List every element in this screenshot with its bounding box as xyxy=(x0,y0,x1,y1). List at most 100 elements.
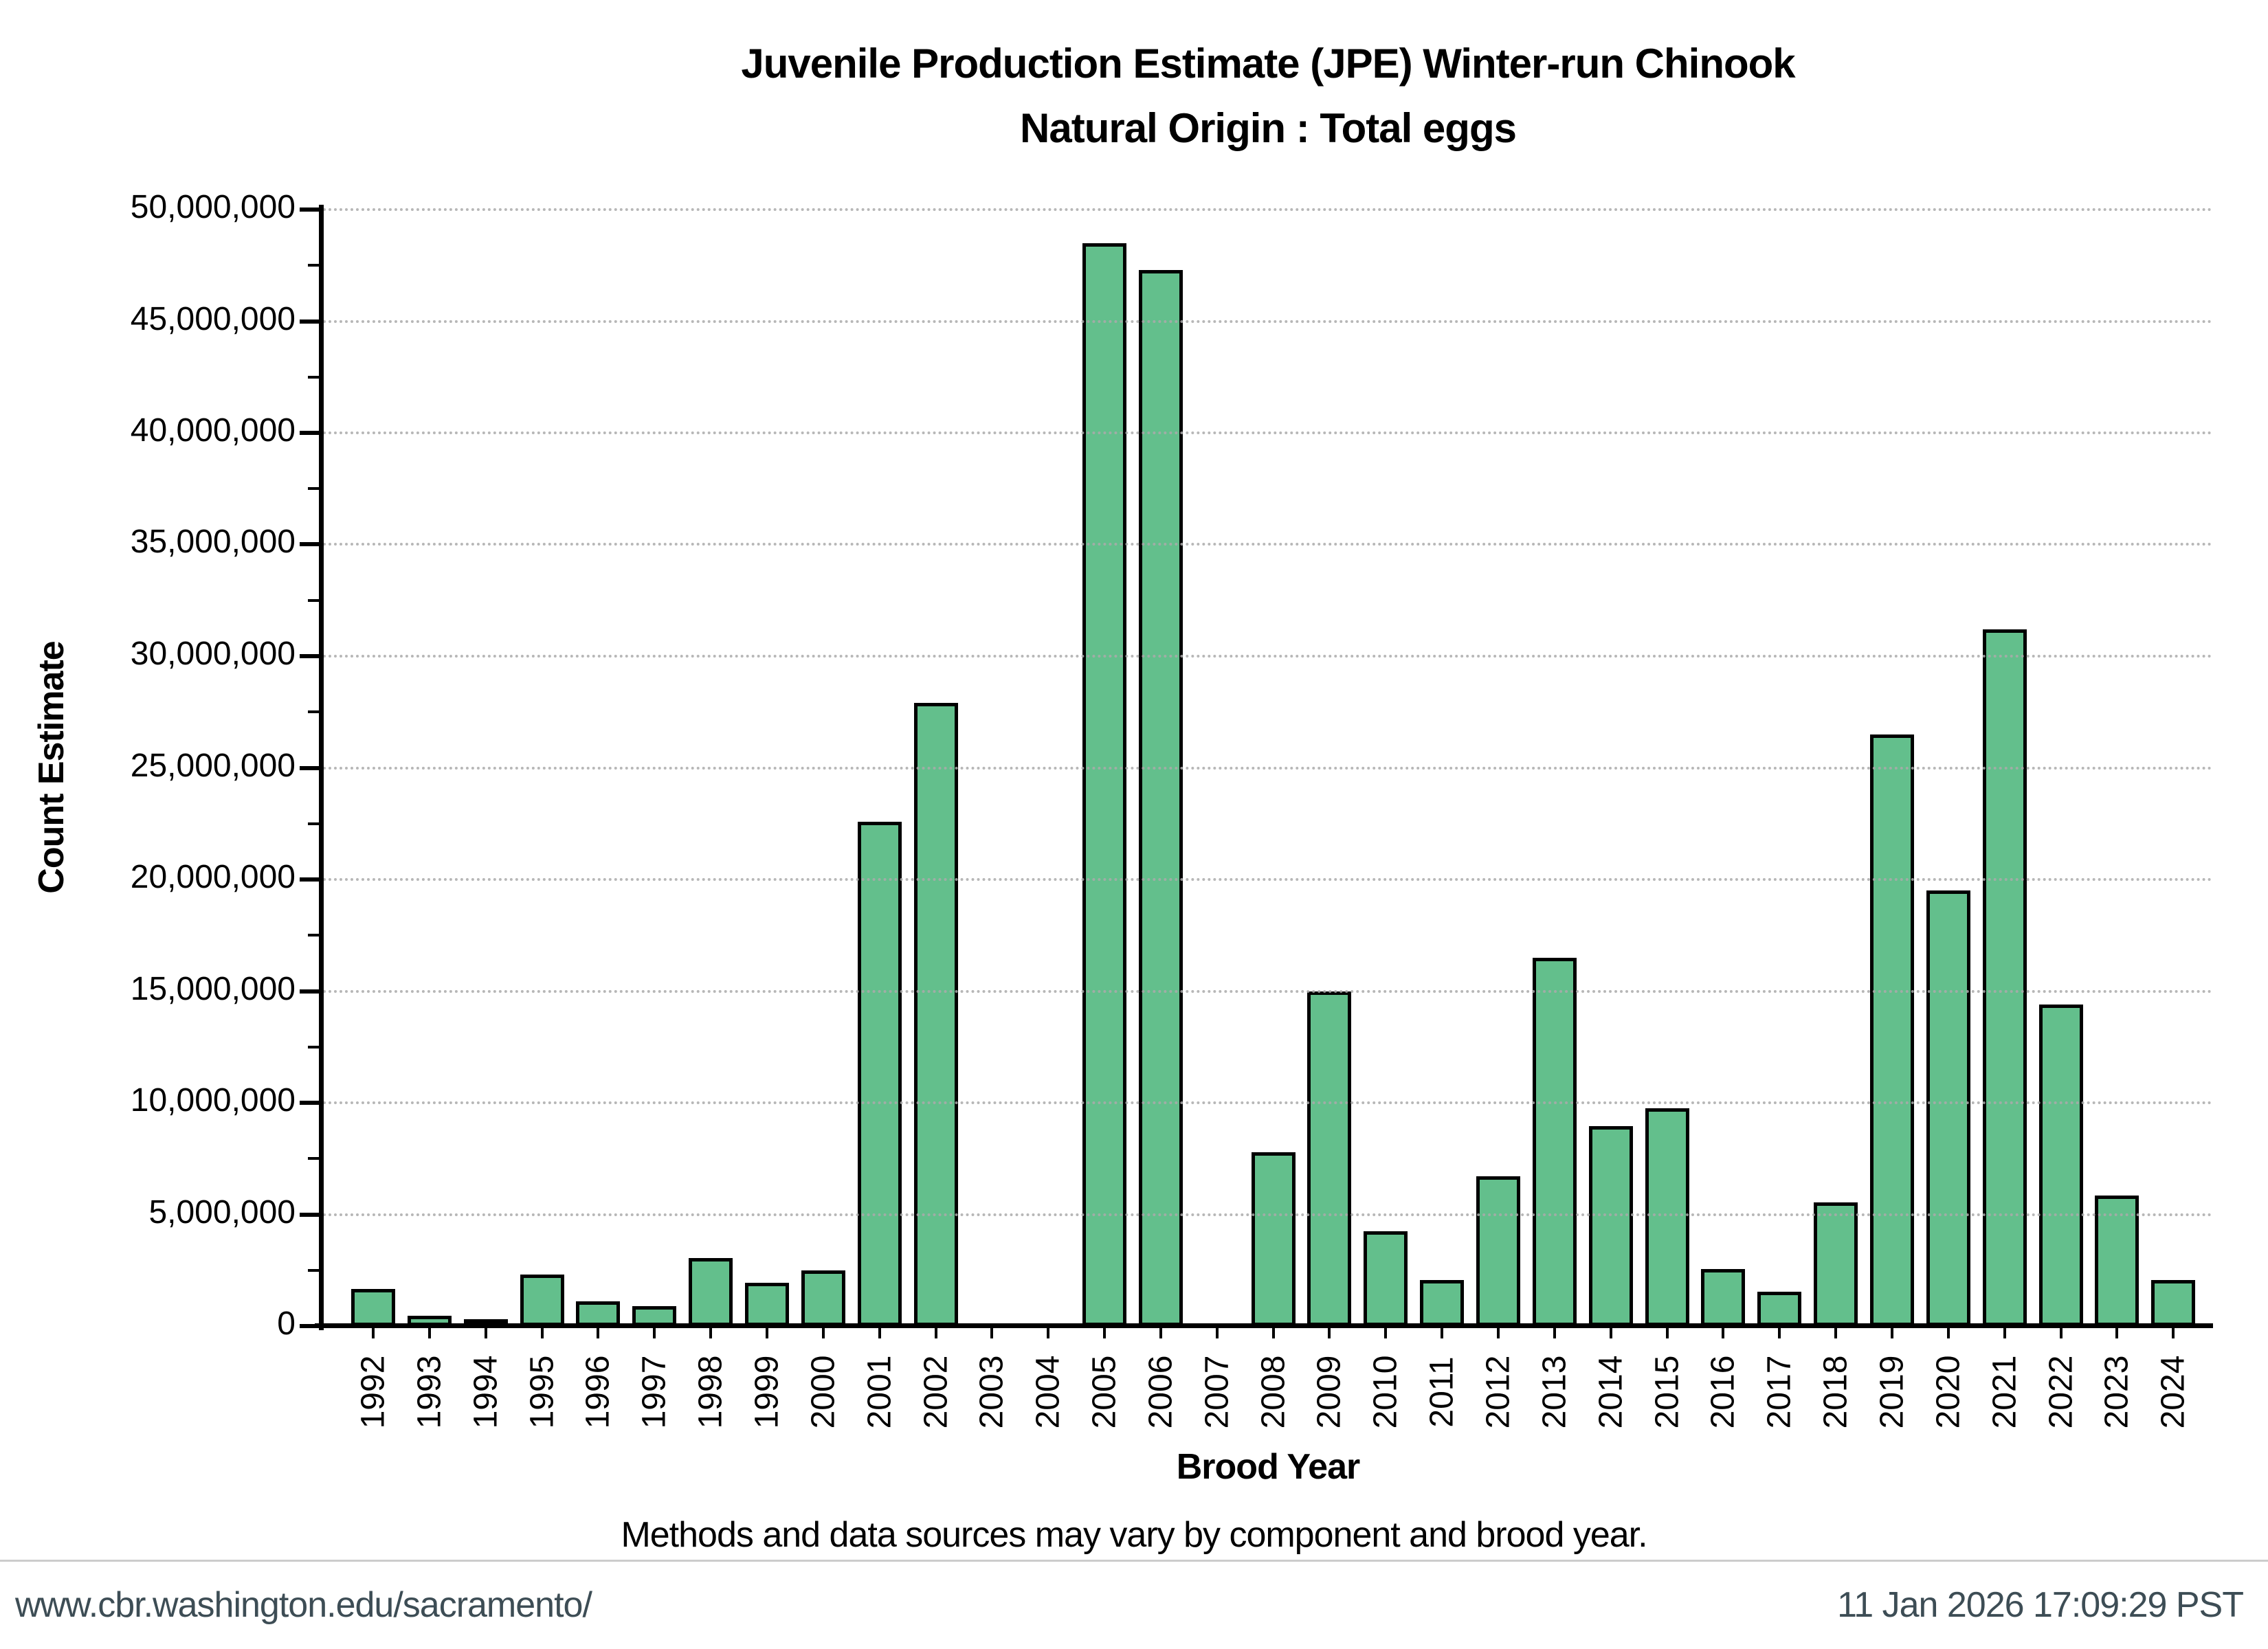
x-tick-2000 xyxy=(822,1328,825,1338)
x-tick-1996 xyxy=(597,1328,599,1338)
y-axis-title: Count Estimate xyxy=(32,641,71,894)
bar-2014 xyxy=(1589,1126,1633,1326)
y-major-tick-20000000 xyxy=(300,877,319,882)
x-tick-1992 xyxy=(372,1328,375,1338)
y-major-tick-35000000 xyxy=(300,542,319,546)
y-major-tick-45000000 xyxy=(300,319,319,324)
y-minor-tick-22500000 xyxy=(308,822,319,825)
x-tick-2014 xyxy=(1610,1328,1612,1338)
y-tick-label-25000000: 25,000,000 xyxy=(130,748,296,784)
x-tick-2018 xyxy=(1834,1328,1837,1338)
bar-2017 xyxy=(1757,1292,1801,1326)
x-tick-label-2013: 2013 xyxy=(1536,1355,1573,1429)
x-tick-label-1998: 1998 xyxy=(692,1355,729,1429)
bar-1992 xyxy=(351,1289,395,1326)
gridline-45000000 xyxy=(323,320,2213,323)
bar-2016 xyxy=(1701,1269,1745,1326)
bar-2012 xyxy=(1476,1176,1520,1326)
bar-2002 xyxy=(914,703,958,1326)
x-tick-2013 xyxy=(1553,1328,1556,1338)
x-tick-1997 xyxy=(653,1328,656,1338)
y-tick-label-40000000: 40,000,000 xyxy=(130,412,296,449)
x-tick-2008 xyxy=(1272,1328,1275,1338)
gridline-35000000 xyxy=(323,543,2213,546)
x-tick-2003 xyxy=(990,1328,993,1338)
x-tick-1999 xyxy=(766,1328,768,1338)
x-tick-label-2004: 2004 xyxy=(1030,1355,1067,1429)
gridline-30000000 xyxy=(323,655,2213,658)
footer-url: www.cbr.washington.edu/sacramento/ xyxy=(15,1585,592,1625)
y-minor-tick-37500000 xyxy=(308,487,319,490)
x-tick-label-2009: 2009 xyxy=(1311,1355,1348,1429)
y-axis-line xyxy=(319,205,324,1330)
x-tick-label-2018: 2018 xyxy=(1817,1355,1854,1429)
y-major-tick-10000000 xyxy=(300,1101,319,1105)
bar-1996 xyxy=(576,1301,620,1326)
y-major-tick-30000000 xyxy=(300,654,319,658)
x-tick-2021 xyxy=(2003,1328,2006,1338)
chart-title-line-1: Juvenile Production Estimate (JPE) Winte… xyxy=(741,41,1795,87)
x-tick-label-2019: 2019 xyxy=(1874,1355,1911,1429)
y-minor-tick-17500000 xyxy=(308,934,319,936)
y-major-tick-40000000 xyxy=(300,431,319,435)
x-tick-2020 xyxy=(1947,1328,1950,1338)
y-tick-label-20000000: 20,000,000 xyxy=(130,859,296,895)
gridline-25000000 xyxy=(323,767,2213,770)
x-tick-label-2010: 2010 xyxy=(1367,1355,1404,1429)
x-tick-1998 xyxy=(709,1328,712,1338)
x-tick-2011 xyxy=(1441,1328,1443,1338)
footer-divider xyxy=(0,1560,2268,1562)
bar-2013 xyxy=(1533,958,1577,1326)
bar-2020 xyxy=(1926,890,1970,1326)
y-tick-label-30000000: 30,000,000 xyxy=(130,636,296,672)
x-axis-title: Brood Year xyxy=(1176,1447,1360,1487)
x-tick-2010 xyxy=(1384,1328,1387,1338)
y-tick-label-0: 0 xyxy=(277,1305,296,1342)
x-tick-label-2002: 2002 xyxy=(918,1355,955,1429)
x-tick-label-2022: 2022 xyxy=(2043,1355,2080,1429)
x-tick-label-2000: 2000 xyxy=(805,1355,842,1429)
x-tick-2017 xyxy=(1778,1328,1781,1338)
gridline-50000000 xyxy=(323,208,2213,211)
y-major-tick-0 xyxy=(300,1324,319,1328)
bar-2010 xyxy=(1364,1231,1408,1326)
x-tick-label-1996: 1996 xyxy=(579,1355,616,1429)
x-tick-2006 xyxy=(1159,1328,1162,1338)
gridline-20000000 xyxy=(323,878,2213,881)
bar-2011 xyxy=(1420,1280,1464,1326)
x-tick-label-1993: 1993 xyxy=(411,1355,448,1429)
bar-2000 xyxy=(801,1270,845,1326)
x-tick-2024 xyxy=(2172,1328,2175,1338)
bar-1998 xyxy=(689,1258,733,1326)
y-minor-tick-32500000 xyxy=(308,599,319,602)
annotation-text: Methods and data sources may vary by com… xyxy=(621,1515,1647,1555)
y-minor-tick-2500000 xyxy=(308,1269,319,1272)
x-tick-label-1994: 1994 xyxy=(467,1355,504,1429)
bar-2019 xyxy=(1870,734,1914,1326)
y-tick-label-50000000: 50,000,000 xyxy=(130,189,296,225)
x-tick-1994 xyxy=(485,1328,487,1338)
x-tick-label-2008: 2008 xyxy=(1255,1355,1292,1429)
y-tick-label-45000000: 45,000,000 xyxy=(130,301,296,337)
x-tick-label-2023: 2023 xyxy=(2098,1355,2135,1429)
bar-2022 xyxy=(2039,1005,2083,1326)
plot-area xyxy=(323,192,2213,1326)
x-tick-1993 xyxy=(428,1328,431,1338)
y-major-tick-25000000 xyxy=(300,766,319,770)
x-tick-2002 xyxy=(935,1328,937,1338)
x-tick-label-2020: 2020 xyxy=(1930,1355,1967,1429)
x-tick-2007 xyxy=(1216,1328,1219,1338)
y-tick-label-35000000: 35,000,000 xyxy=(130,524,296,560)
gridline-40000000 xyxy=(323,431,2213,434)
y-tick-label-10000000: 10,000,000 xyxy=(130,1082,296,1119)
x-tick-label-2005: 2005 xyxy=(1086,1355,1123,1429)
x-tick-2016 xyxy=(1722,1328,1724,1338)
x-tick-label-2015: 2015 xyxy=(1649,1355,1686,1429)
y-tick-label-5000000: 5,000,000 xyxy=(148,1194,296,1231)
bar-2018 xyxy=(1814,1202,1858,1326)
x-tick-label-1992: 1992 xyxy=(355,1355,392,1429)
x-tick-label-2014: 2014 xyxy=(1592,1355,1630,1429)
x-tick-label-2001: 2001 xyxy=(861,1355,898,1429)
x-tick-2023 xyxy=(2115,1328,2118,1338)
